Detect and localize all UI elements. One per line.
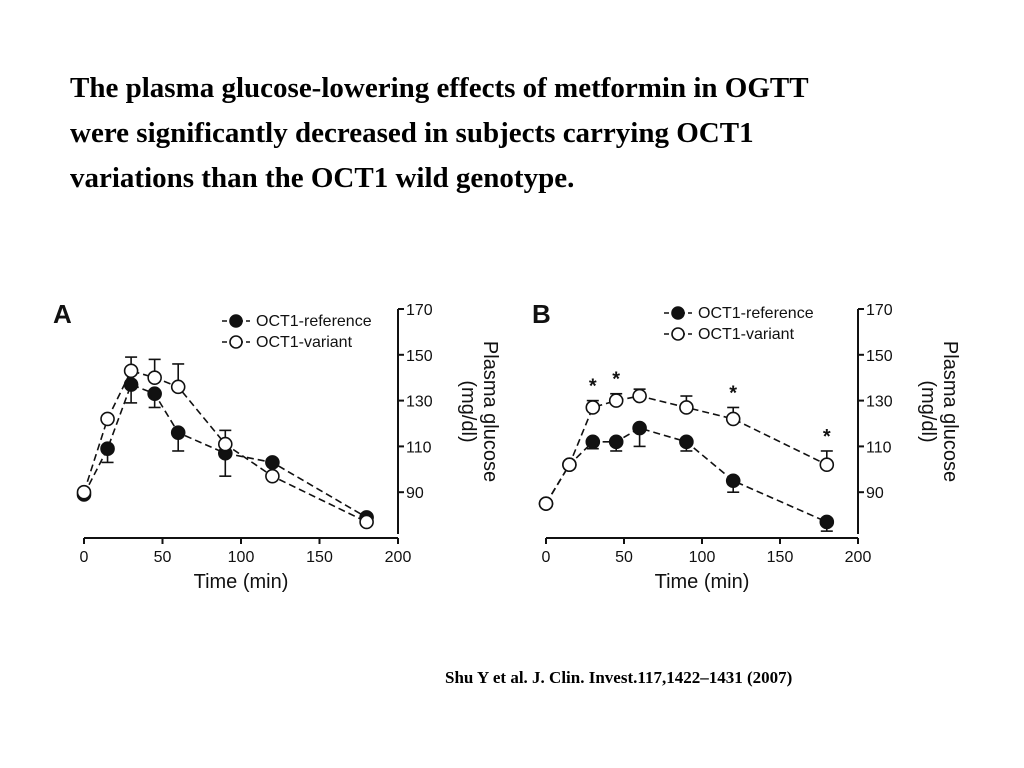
data-point — [632, 388, 647, 404]
x-tick-label: 200 — [845, 549, 872, 566]
x-tick-label: 100 — [689, 549, 716, 566]
legend-marker — [229, 335, 243, 349]
y-axis-label: Plasma glucose — [479, 341, 501, 482]
data-point — [147, 386, 162, 402]
significance-asterisk: * — [729, 382, 737, 404]
data-point — [76, 484, 92, 500]
data-point — [679, 400, 694, 415]
title-line: The plasma glucose-lowering effects of m… — [70, 72, 809, 104]
data-point — [100, 411, 115, 427]
y-tick-label: 130 — [406, 394, 433, 411]
y-tick-label: 150 — [406, 348, 433, 365]
title-line: were significantly decreased in subjects… — [70, 117, 754, 149]
y-tick-label: 110 — [406, 439, 432, 456]
data-point — [538, 496, 554, 511]
x-tick-label: 200 — [385, 549, 412, 566]
chart-a: A 0 50 100 150 200 Time (min) 90 110 130 150 170 Pla… — [53, 299, 501, 593]
y-tick-label: 170 — [866, 302, 893, 319]
data-point — [359, 514, 374, 530]
data-point — [819, 457, 835, 473]
data-point — [562, 457, 577, 473]
data-point — [100, 441, 115, 456]
x-tick-label: 50 — [615, 549, 633, 566]
data-point — [585, 434, 601, 450]
series-oct1-reference — [538, 420, 835, 532]
chart-b: B 0 50 100 150 200 Time (min) 90 110 130 150 170 Pla… — [532, 299, 961, 593]
x-tick-label: 150 — [767, 549, 794, 566]
y-tick-label: 90 — [866, 485, 884, 502]
y-axis-unit-label: (mg/dl) — [457, 380, 479, 442]
series-line — [83, 369, 367, 523]
data-point — [725, 411, 741, 427]
series-line — [545, 395, 828, 505]
panel-letter: A — [53, 299, 72, 329]
x-tick-label: 0 — [80, 549, 89, 566]
legend-marker — [671, 306, 685, 320]
series-line — [83, 383, 368, 519]
x-tick-label: 0 — [542, 549, 551, 566]
y-tick-label: 150 — [866, 348, 893, 365]
legend-marker — [229, 314, 243, 328]
citation: Shu Y et al. J. Clin. Invest.117,1422–14… — [445, 668, 793, 687]
x-axis-label: Time (min) — [194, 571, 289, 593]
data-point — [123, 363, 139, 379]
x-tick-label: 150 — [306, 549, 333, 566]
data-point — [725, 473, 741, 489]
slide-title: The plasma glucose-lowering effects of m… — [70, 66, 970, 201]
y-tick-label: 90 — [406, 485, 424, 502]
legend-label: OCT1-variant — [698, 326, 795, 343]
data-point — [123, 377, 139, 392]
legend-label: OCT1-reference — [698, 305, 814, 322]
data-point — [608, 393, 624, 408]
y-tick-label: 110 — [866, 439, 892, 456]
data-point — [218, 436, 233, 452]
significance-asterisk: * — [612, 369, 620, 391]
significance-asterisk: * — [589, 376, 597, 398]
x-tick-label: 100 — [228, 549, 255, 566]
legend-label: OCT1-variant — [256, 334, 353, 351]
y-tick-label: 170 — [406, 302, 433, 319]
data-point — [147, 370, 162, 386]
data-point — [585, 400, 601, 415]
data-point — [632, 420, 647, 436]
series-oct1-variant — [76, 356, 374, 530]
legend-marker — [671, 327, 685, 341]
x-tick-label: 50 — [154, 549, 172, 566]
data-point — [608, 434, 624, 450]
data-point — [170, 425, 186, 440]
data-point — [819, 514, 835, 530]
y-axis-label: Plasma glucose — [939, 341, 961, 482]
data-point — [679, 434, 694, 450]
y-axis-unit-label: (mg/dl) — [917, 380, 939, 442]
legend-label: OCT1-reference — [256, 313, 372, 330]
panel-letter: B — [532, 299, 551, 329]
data-point — [170, 379, 186, 395]
data-point — [265, 468, 280, 484]
data-point — [265, 455, 280, 470]
significance-asterisk: * — [823, 426, 831, 448]
y-tick-label: 130 — [866, 394, 893, 411]
title-line: variations than the OCT1 wild genotype. — [70, 162, 575, 194]
x-axis-label: Time (min) — [655, 571, 750, 593]
series-oct1-variant: * * * * — [538, 369, 835, 511]
